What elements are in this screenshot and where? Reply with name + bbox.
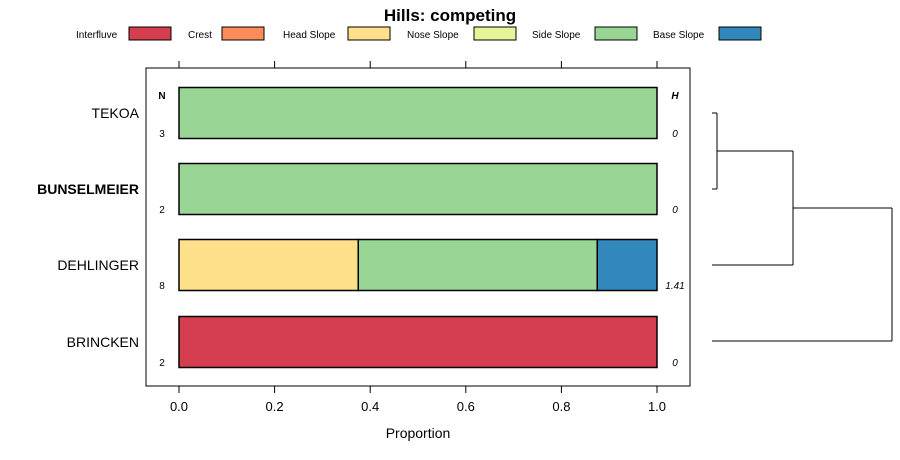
legend-label-nose-slope: Nose Slope: [407, 30, 459, 41]
legend-label-head-slope: Head Slope: [283, 30, 336, 41]
legend-label-interfluve: Interfluve: [76, 30, 118, 41]
legend-label-base-slope: Base Slope: [653, 30, 705, 41]
legend-swatch-head-slope: [347, 26, 391, 41]
bar-dehlinger-side-slope: [357, 238, 598, 292]
x-tick-label: 0.6: [457, 399, 475, 414]
category-label-bunselmeier: BUNSELMEIER: [37, 181, 139, 197]
bar-dehlinger-head-slope: [178, 238, 359, 292]
n-label-dehlinger: 8: [159, 281, 165, 292]
category-labels: TEKOA BUNSELMEIER DEHLINGER BRINCKEN: [37, 105, 140, 350]
n-label-brincken: 2: [159, 358, 165, 369]
legend-swatch-nose-slope: [473, 26, 517, 41]
x-tick-label: 1.0: [648, 399, 666, 414]
h-column-header: H: [671, 91, 679, 102]
x-axis-title: Proportion: [386, 425, 451, 441]
h-labels: 0 0 1.41 0: [665, 129, 684, 369]
legend-swatch-side-slope: [594, 26, 638, 41]
bar-brincken-interfluve: [178, 315, 658, 369]
plot-panel: [145, 67, 691, 387]
h-label-tekoa: 0: [672, 129, 678, 140]
h-label-brincken: 0: [672, 358, 678, 369]
bar-dehlinger-base-slope: [596, 238, 658, 292]
category-label-brincken: BRINCKEN: [67, 334, 139, 350]
legend-swatch-interfluve: [128, 26, 172, 41]
category-label-dehlinger: DEHLINGER: [57, 257, 139, 273]
dendrogram: [712, 112, 893, 342]
n-column-header: N: [158, 91, 165, 102]
h-label-dehlinger: 1.41: [665, 281, 684, 292]
n-label-tekoa: 3: [159, 129, 165, 140]
bar-tekoa-side-slope: [178, 86, 658, 140]
category-label-tekoa: TEKOA: [92, 105, 140, 121]
legend-label-side-slope: Side Slope: [532, 30, 581, 41]
legend-swatch-crest: [221, 26, 265, 41]
x-tick-label: 0.8: [552, 399, 570, 414]
n-labels: 3 2 8 2: [159, 129, 165, 369]
n-label-bunselmeier: 2: [159, 205, 165, 216]
legend: Interfluve Crest Head Slope Nose Slope Side …: [76, 26, 762, 41]
legend-swatch-base-slope: [718, 26, 762, 41]
x-tick-label: 0.0: [170, 399, 188, 414]
bar-bunselmeier-side-slope: [178, 162, 658, 216]
bar-group: [178, 86, 658, 369]
legend-label-crest: Crest: [188, 30, 212, 41]
x-axis: 0.0 0.2 0.4 0.6 0.8 1.0: [170, 61, 666, 414]
x-tick-label: 0.2: [266, 399, 284, 414]
chart-title: Hills: competing: [384, 6, 516, 25]
x-tick-label: 0.4: [361, 399, 379, 414]
h-label-bunselmeier: 0: [672, 205, 678, 216]
